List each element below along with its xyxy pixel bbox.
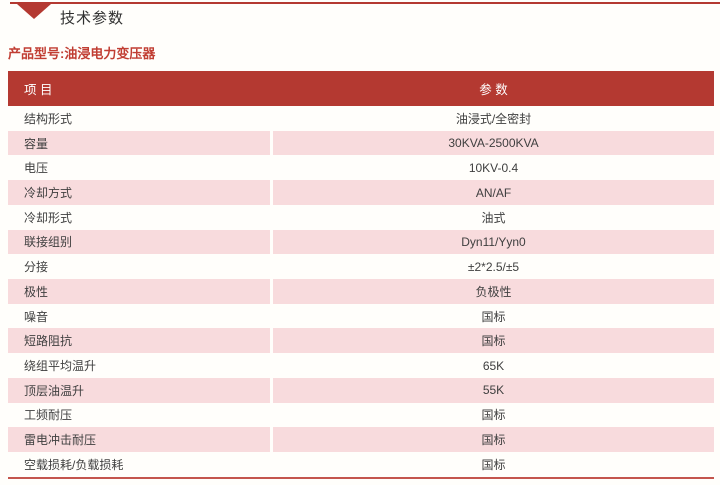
param-cell: 10KV-0.4	[468, 160, 519, 175]
item-cell: 分接	[24, 260, 49, 275]
table-row: 冷却形式 油式	[8, 204, 714, 230]
param-cell: 国标	[273, 427, 714, 453]
item-cell: 顶层油温升	[8, 377, 270, 403]
param-cell: 国标	[481, 457, 506, 472]
param-cell: 国标	[481, 408, 506, 423]
param-cell: 30KVA-2500KVA	[273, 130, 714, 156]
product-model-label: 产品型号:油浸电力变压器	[8, 46, 156, 61]
param-cell: 负极性	[273, 279, 714, 304]
table-row: 空载损耗/负载损耗 国标	[8, 452, 714, 477]
item-cell: 极性	[8, 279, 270, 304]
item-cell: 冷却形式	[24, 210, 73, 225]
table-row: 电压 10KV-0.4	[8, 155, 714, 181]
item-cell: 联接组别	[8, 229, 270, 255]
item-cell: 工频耐压	[24, 408, 73, 423]
column-header-item: 项 目	[24, 83, 53, 97]
table-row: 雷电冲击耐压 国标	[8, 427, 714, 453]
top-accent-rule	[10, 2, 720, 4]
param-cell: ±2*2.5/±5	[467, 259, 520, 274]
param-cell: 油式	[481, 210, 506, 225]
item-cell: 冷却方式	[8, 180, 270, 205]
table-row: 绕组平均温升 65K	[8, 353, 714, 378]
param-cell: 国标	[481, 309, 506, 324]
param-cell: 油浸式/全密封	[455, 111, 532, 126]
table-row: 工频耐压 国标	[8, 402, 714, 428]
param-cell: AN/AF	[273, 180, 714, 205]
column-header-param: 参 数	[479, 83, 508, 97]
item-cell: 空载损耗/负载损耗	[24, 457, 124, 472]
item-cell: 结构形式	[24, 111, 73, 126]
item-cell: 短路阻抗	[8, 328, 270, 354]
table-row: 联接组别 Dyn11/Yyn0	[8, 229, 714, 255]
table-header-row: 项 目 参 数	[8, 71, 714, 106]
section-marker-triangle-icon	[17, 4, 51, 19]
param-cell: Dyn11/Yyn0	[273, 229, 714, 255]
table-row: 冷却方式 AN/AF	[8, 180, 714, 205]
spec-table: 项 目 参 数 结构形式 油浸式/全密封 容量 30KVA-2500KVA 电压…	[8, 71, 714, 479]
table-row: 结构形式 油浸式/全密封	[8, 106, 714, 131]
item-cell: 电压	[24, 161, 49, 176]
section-title: 技术参数	[60, 10, 125, 27]
table-row: 短路阻抗 国标	[8, 328, 714, 354]
table-row: 分接 ±2*2.5/±5	[8, 254, 714, 280]
item-cell: 容量	[8, 130, 270, 156]
table-row: 极性 负极性	[8, 279, 714, 304]
param-cell: 65K	[482, 358, 505, 373]
item-cell: 绕组平均温升	[24, 359, 97, 374]
item-cell: 雷电冲击耐压	[8, 427, 270, 453]
item-cell: 噪音	[24, 309, 49, 324]
param-cell: 55K	[273, 377, 714, 403]
param-cell: 国标	[273, 328, 714, 354]
table-row: 容量 30KVA-2500KVA	[8, 130, 714, 156]
table-row: 噪音 国标	[8, 303, 714, 329]
table-row: 顶层油温升 55K	[8, 377, 714, 403]
